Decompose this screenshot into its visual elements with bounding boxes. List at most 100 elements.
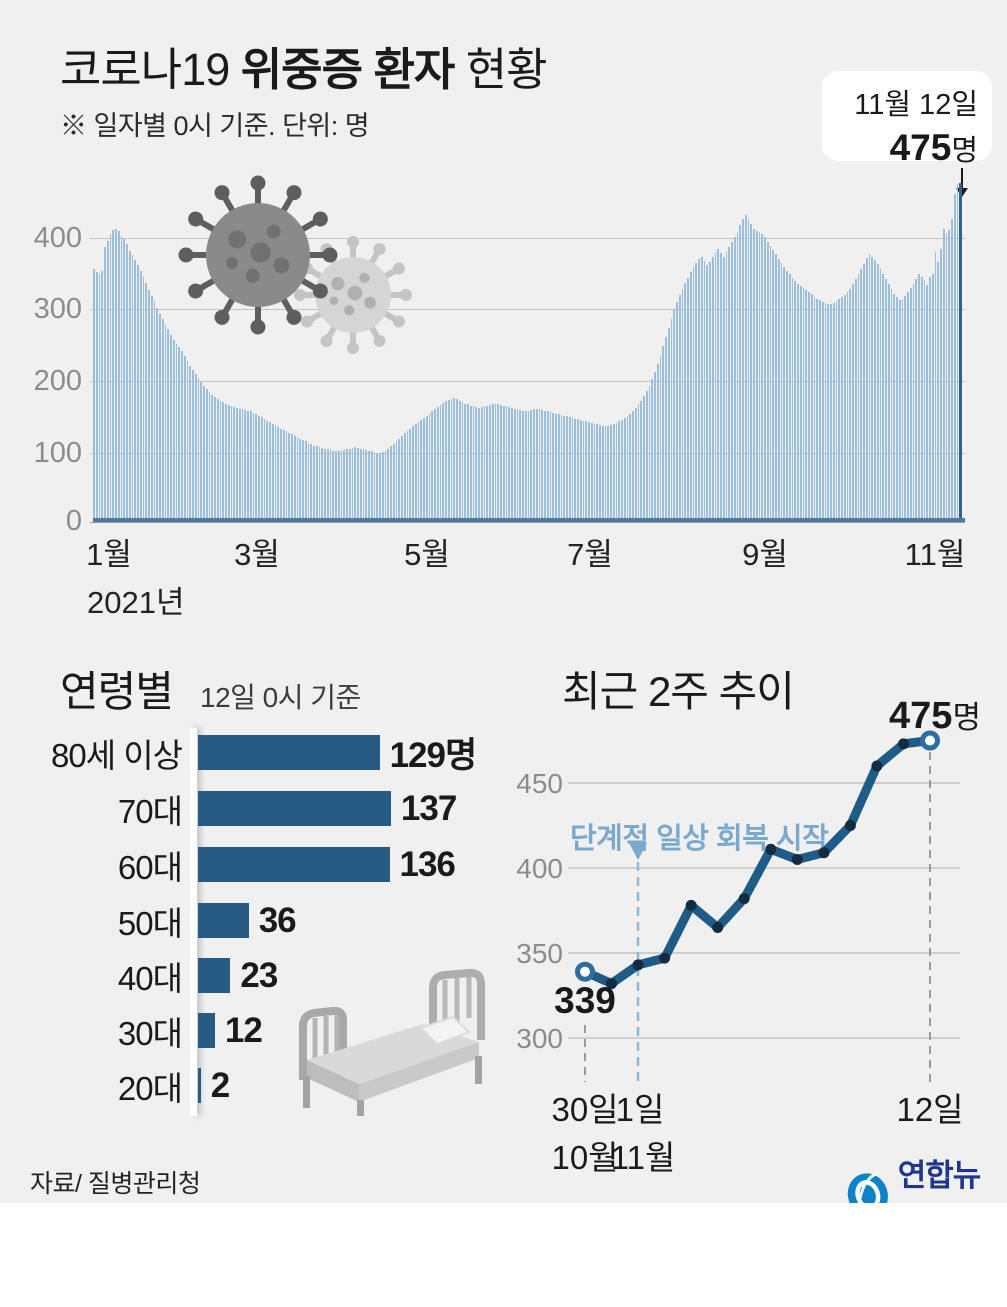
daily-bar <box>863 263 865 522</box>
age-bar <box>198 1068 201 1103</box>
daily-bar <box>313 445 315 522</box>
daily-bar <box>750 224 753 522</box>
daily-bar <box>890 289 893 522</box>
daily-bar <box>478 407 480 522</box>
y-tick-400: 400 <box>33 222 82 254</box>
daily-bar <box>739 225 742 522</box>
daily-bar <box>557 414 560 522</box>
daily-bar <box>629 413 632 522</box>
daily-bar <box>296 437 299 522</box>
daily-bar <box>214 397 216 522</box>
daily-bar <box>150 295 153 522</box>
virus-particle <box>294 236 412 354</box>
trend-y-300: 300 <box>516 1023 563 1054</box>
daily-bar <box>948 230 951 522</box>
title-bold: 위중증 환자 <box>240 44 456 95</box>
title-prefix: 코로나19 <box>60 44 241 95</box>
daily-bar <box>280 428 282 522</box>
daily-bar <box>467 404 469 522</box>
trend-x-30: 30일 <box>551 1091 619 1128</box>
page-footer: 장예진 기자 / 20211112 트위터 @yonhap_graphics 페… <box>0 1203 1007 1307</box>
daily-bar <box>945 233 948 522</box>
daily-bar <box>170 335 172 522</box>
trend-x-nov: 11월 <box>610 1139 676 1176</box>
daily-bar <box>753 228 755 522</box>
daily-bar <box>302 439 304 522</box>
daily-bar <box>596 424 599 522</box>
daily-bar <box>255 414 258 522</box>
x-tick-nov: 11월 <box>904 537 966 572</box>
daily-bar <box>626 415 629 522</box>
daily-bar <box>412 426 414 522</box>
daily-bar <box>725 252 728 522</box>
daily-bar <box>612 424 615 522</box>
daily-bar <box>362 449 365 522</box>
daily-bar <box>434 409 436 522</box>
daily-bar <box>813 296 816 522</box>
daily-bar <box>923 280 926 522</box>
daily-bar <box>112 230 115 522</box>
infographic-background: 코로나19 위중증 환자 현황 ※ 일자별 0시 기준. 단위: 명 11월 1… <box>0 0 1007 1238</box>
callout-date: 11월 12일 <box>854 89 978 121</box>
trend-x-12: 12일 <box>896 1091 964 1128</box>
daily-bar <box>841 296 843 522</box>
trend-point <box>659 952 671 964</box>
daily-bar <box>145 282 148 522</box>
daily-bar <box>634 407 637 522</box>
daily-bar <box>489 405 491 522</box>
daily-bar <box>940 249 942 522</box>
age-row: 40대 23 <box>32 956 278 997</box>
daily-bar <box>648 385 651 522</box>
age-section-title: 연령별 <box>60 668 174 715</box>
daily-bar <box>450 398 453 522</box>
daily-bar <box>513 408 516 522</box>
daily-bar <box>568 417 571 522</box>
daily-bar <box>277 427 280 522</box>
x-tick-jul: 7월 <box>567 537 613 572</box>
daily-bar <box>623 417 626 522</box>
daily-bar <box>315 446 318 522</box>
daily-bar <box>219 400 222 522</box>
daily-bar <box>117 230 120 522</box>
daily-bar <box>260 417 263 522</box>
daily-bar <box>645 391 648 522</box>
daily-bar <box>857 274 860 522</box>
daily-bar <box>827 303 830 522</box>
age-bar <box>198 958 231 993</box>
daily-bar <box>846 292 849 522</box>
daily-bar <box>832 302 835 522</box>
daily-bar <box>896 297 898 522</box>
daily-bar <box>310 444 313 522</box>
daily-bar <box>618 421 621 522</box>
daily-bar <box>269 422 271 522</box>
daily-bar <box>491 404 494 522</box>
daily-bar <box>887 284 890 522</box>
daily-bar <box>502 405 505 522</box>
daily-bar <box>733 237 736 522</box>
daily-bar <box>854 279 857 522</box>
daily-bar <box>381 452 384 522</box>
daily-bar <box>318 447 321 522</box>
daily-bar <box>871 256 874 522</box>
daily-bar <box>706 265 709 522</box>
daily-bar <box>365 449 368 522</box>
daily-bar <box>571 417 574 522</box>
daily-bar <box>615 422 618 522</box>
daily-bar <box>816 298 819 522</box>
age-label: 20대 <box>117 1069 183 1107</box>
daily-bar <box>802 287 805 522</box>
daily-bar <box>247 410 249 522</box>
daily-bar <box>409 428 412 522</box>
y-tick-200: 200 <box>33 365 82 397</box>
trend-x-oct: 10월 <box>551 1139 619 1176</box>
daily-bar <box>874 260 876 522</box>
trend-line-chart <box>568 730 960 1082</box>
daily-bar <box>758 232 761 522</box>
daily-bar <box>684 282 687 522</box>
daily-bars-chart <box>93 183 965 522</box>
annotation-triangle-icon <box>629 843 647 860</box>
daily-bar <box>610 424 612 522</box>
chart-baseline <box>93 518 965 522</box>
page-title: 코로나19 위중증 환자 현황 <box>60 33 548 98</box>
